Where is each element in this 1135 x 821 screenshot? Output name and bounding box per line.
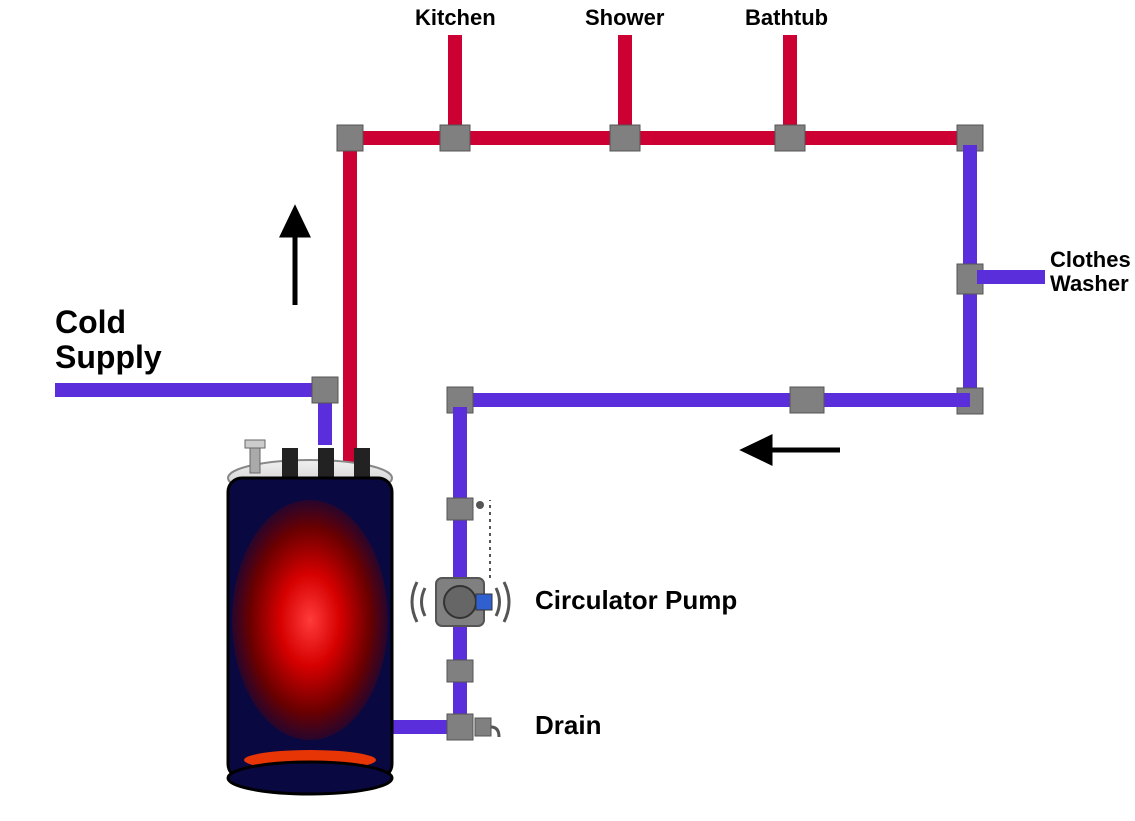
shower-label: Shower	[585, 5, 664, 31]
bathtub-branch	[775, 35, 805, 151]
drain-label: Drain	[535, 710, 601, 741]
clothes-washer-line1: Clothes	[1050, 248, 1131, 272]
shower-branch	[610, 35, 640, 151]
return-vertical	[447, 407, 484, 727]
flow-arrow-up-icon	[283, 210, 307, 305]
cold-supply-pipe	[55, 377, 338, 445]
flow-arrow-left-icon	[745, 438, 840, 462]
kitchen-label: Kitchen	[415, 5, 496, 31]
circulator-pump-label: Circulator Pump	[535, 585, 737, 616]
hot-main-pipe	[337, 125, 983, 151]
return-horizontal	[447, 387, 970, 413]
cold-supply-line2: Supply	[55, 340, 162, 375]
bathtub-label: Bathtub	[745, 5, 828, 31]
clothes-washer-line2: Washer	[1050, 272, 1131, 296]
hot-riser-pipe	[343, 131, 357, 463]
kitchen-branch	[440, 35, 470, 151]
plumbing-svg	[0, 0, 1135, 821]
cold-supply-label: Cold Supply	[55, 305, 162, 375]
cold-supply-line1: Cold	[55, 305, 162, 340]
return-drop-right	[957, 145, 1045, 414]
clothes-washer-label: Clothes Washer	[1050, 248, 1131, 296]
water-heater-icon	[228, 440, 392, 794]
diagram-canvas: Kitchen Shower Bathtub Clothes Washer Co…	[0, 0, 1135, 821]
